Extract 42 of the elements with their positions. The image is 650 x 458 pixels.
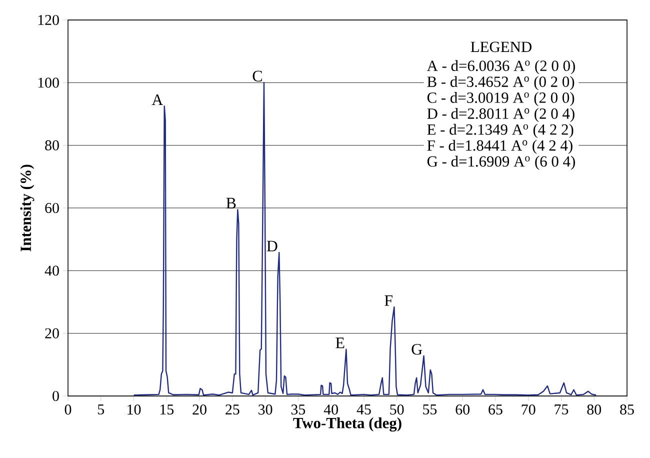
annotation: C - d=3.0019 A$^{o}$ (2 0 0): [427, 92, 574, 106]
y-tick-label: 20: [45, 328, 59, 338]
annotation: C: [252, 70, 262, 82]
x-tick-label: 55: [423, 404, 437, 414]
annotation: B: [226, 198, 236, 208]
y-tick-label: 100: [38, 78, 59, 88]
x-tick-label: 85: [620, 404, 634, 415]
annotation: B - d=3.4652 A$^{o}$ (0 2 0): [427, 76, 574, 90]
x-tick-label: 35: [291, 404, 306, 415]
y-tick-label: 40: [44, 266, 59, 276]
x-tick-label: 80: [587, 404, 602, 415]
annotation: F: [384, 295, 392, 306]
annotation: G: [412, 344, 422, 355]
annotation: E: [336, 338, 344, 348]
x-tick-label: 15: [160, 404, 174, 415]
x-tick-label: 5: [98, 404, 104, 414]
annotation: F - d=1.8441 A$^{o}$ (4 2 4): [427, 140, 572, 154]
y-tick-label: 60: [45, 202, 59, 214]
y-axis-title: Intensity (%): [20, 164, 34, 252]
x-tick-label: 20: [192, 404, 206, 415]
annotation: E - d=2.1349 A$^{o}$ (4 2 2): [427, 124, 574, 138]
x-tick-label: 0: [64, 404, 72, 415]
x-tick-label: 70: [522, 404, 536, 415]
x-tick-label: 75: [554, 404, 568, 414]
x-tick-label: 50: [390, 404, 404, 415]
annotation: LEGEND: [470, 42, 532, 52]
y-tick-label: 120: [38, 14, 59, 26]
x-tick-label: 60: [456, 404, 470, 415]
annotation: A: [152, 94, 164, 105]
annotation: D - d=2.8011 A$^{o}$ (2 0 4): [427, 108, 574, 122]
x-axis-title: Two-Theta (deg): [293, 417, 402, 432]
x-tick-label: 45: [356, 404, 371, 414]
x-tick-label: 65: [488, 404, 502, 415]
x-tick-label: 25: [226, 404, 240, 415]
x-tick-label: 10: [128, 404, 141, 415]
annotation: A - d=6.0036 A$^{o}$ (2 0 0): [426, 60, 575, 74]
annotation: G - d=1.6909 A$^{o}$ (6 0 4): [427, 156, 575, 170]
x-tick-label: 30: [258, 404, 272, 415]
annotation: D: [266, 240, 278, 252]
x-tick-label: 40: [324, 404, 338, 415]
y-tick-label: 80: [45, 140, 59, 150]
y-tick-label: 0: [52, 390, 59, 402]
